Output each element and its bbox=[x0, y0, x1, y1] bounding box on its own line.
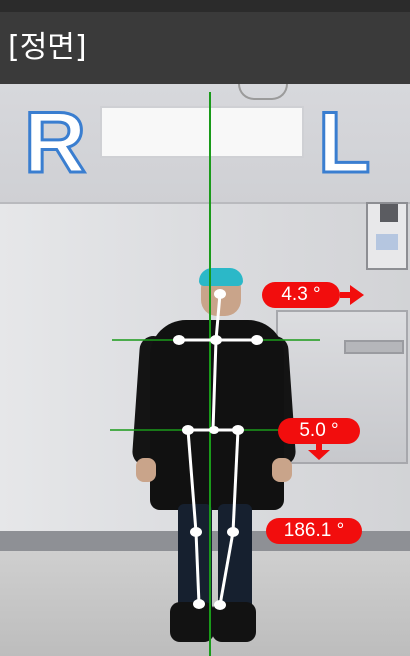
arrow-down-icon bbox=[308, 444, 330, 460]
device-camera bbox=[380, 204, 398, 222]
left-thigh-bone bbox=[231, 429, 240, 533]
subject-left-leg bbox=[218, 504, 252, 614]
pelvis-angle-badge: 5.0 ° bbox=[278, 418, 360, 444]
subject-left-hand bbox=[272, 458, 292, 482]
wall-device bbox=[366, 202, 408, 270]
right-hip-joint bbox=[182, 425, 194, 435]
panel-handle bbox=[344, 340, 404, 354]
analysis-overlay: R L 4.3 ° 5.0 ° 186.1 ° bbox=[0, 84, 410, 656]
skeleton-overlay bbox=[110, 92, 364, 656]
right-knee-joint bbox=[190, 527, 202, 537]
left-shin-bone bbox=[218, 531, 235, 606]
nose-joint bbox=[214, 289, 226, 299]
shoulder-angle-badge: 4.3 ° bbox=[262, 282, 340, 308]
left-side-label: L bbox=[317, 95, 373, 191]
arrow-right-icon bbox=[340, 285, 364, 305]
view-title: [정면] bbox=[8, 30, 87, 65]
leg-angle-badge: 186.1 ° bbox=[266, 518, 362, 544]
mid-hip-joint bbox=[209, 426, 219, 434]
status-strip bbox=[0, 0, 410, 12]
right-thigh-bone bbox=[186, 429, 198, 533]
left-knee-joint bbox=[227, 527, 239, 537]
left-hip-joint bbox=[232, 425, 244, 435]
ceiling-edge bbox=[0, 202, 410, 205]
device-screen bbox=[376, 234, 398, 250]
spine-bone bbox=[211, 339, 218, 431]
right-shoulder-joint bbox=[173, 335, 185, 345]
ceiling-light bbox=[100, 106, 304, 158]
left-ankle-joint bbox=[214, 600, 226, 610]
subject-right-shoe bbox=[170, 602, 214, 642]
neck-joint bbox=[210, 335, 222, 345]
right-side-label: R bbox=[22, 95, 87, 191]
left-shoulder-joint bbox=[251, 335, 263, 345]
right-shin-bone bbox=[194, 531, 201, 605]
camera-view: R L 4.3 ° 5.0 ° 186.1 ° bbox=[0, 84, 410, 656]
header-bar: [정면] bbox=[0, 0, 410, 84]
subject-right-hand bbox=[136, 458, 156, 482]
neck-bone bbox=[214, 293, 222, 341]
right-ankle-joint bbox=[193, 599, 205, 609]
